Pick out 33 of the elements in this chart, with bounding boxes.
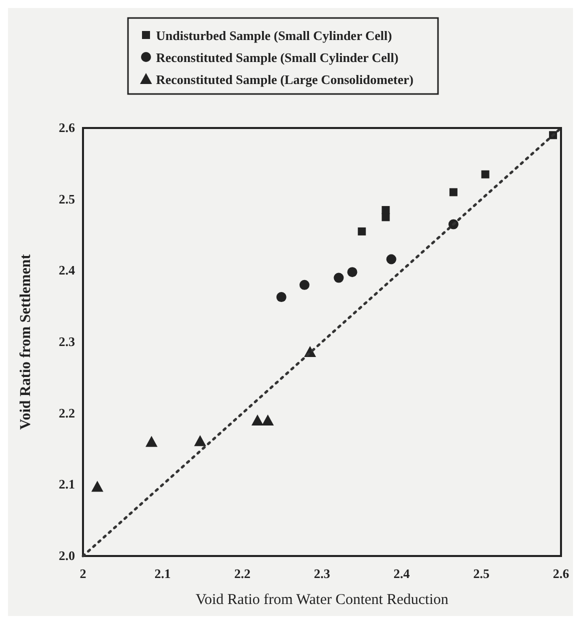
x-tick-label: 2.1 — [154, 566, 171, 581]
point — [382, 213, 390, 222]
point — [386, 254, 396, 264]
x-tick-label: 2 — [80, 566, 86, 581]
x-tick-label: 2.6 — [552, 566, 570, 581]
point — [251, 414, 264, 426]
legend-label: Reconstituted Sample (Small Cylinder Cell) — [156, 50, 398, 65]
point — [358, 227, 366, 236]
point — [91, 480, 104, 492]
y-tick-label: 2.3 — [58, 334, 76, 349]
x-tick-label: 2.5 — [473, 566, 490, 581]
point — [194, 435, 206, 446]
point — [299, 280, 310, 290]
y-axis-title: Void Ratio from Settlement — [18, 254, 34, 430]
y-tick-label: 2.2 — [58, 405, 75, 420]
y-tick-label: 2.0 — [58, 548, 75, 563]
y-tick-label: 2.4 — [58, 262, 76, 278]
y-tick-label: 2.5 — [58, 191, 76, 206]
point — [146, 436, 158, 447]
point — [347, 267, 358, 278]
y-tick-label: 2.1 — [58, 476, 75, 492]
x-tick-label: 2.4 — [394, 566, 410, 581]
x-axis-title: Void Ratio from Water Content Reduction — [196, 592, 449, 608]
point — [449, 188, 458, 196]
x-tick-label: 2.2 — [234, 566, 250, 581]
point — [334, 272, 344, 283]
point — [481, 170, 490, 178]
legend-label: Reconstituted Sample (Large Consolidometer) — [156, 72, 414, 87]
point — [262, 414, 274, 426]
point — [276, 292, 286, 302]
x-tick-label: 2.3 — [314, 566, 331, 581]
y-tick-label: 2.6 — [58, 120, 76, 135]
legend-label: Undisturbed Sample (Small Cylinder Cell) — [156, 28, 392, 43]
